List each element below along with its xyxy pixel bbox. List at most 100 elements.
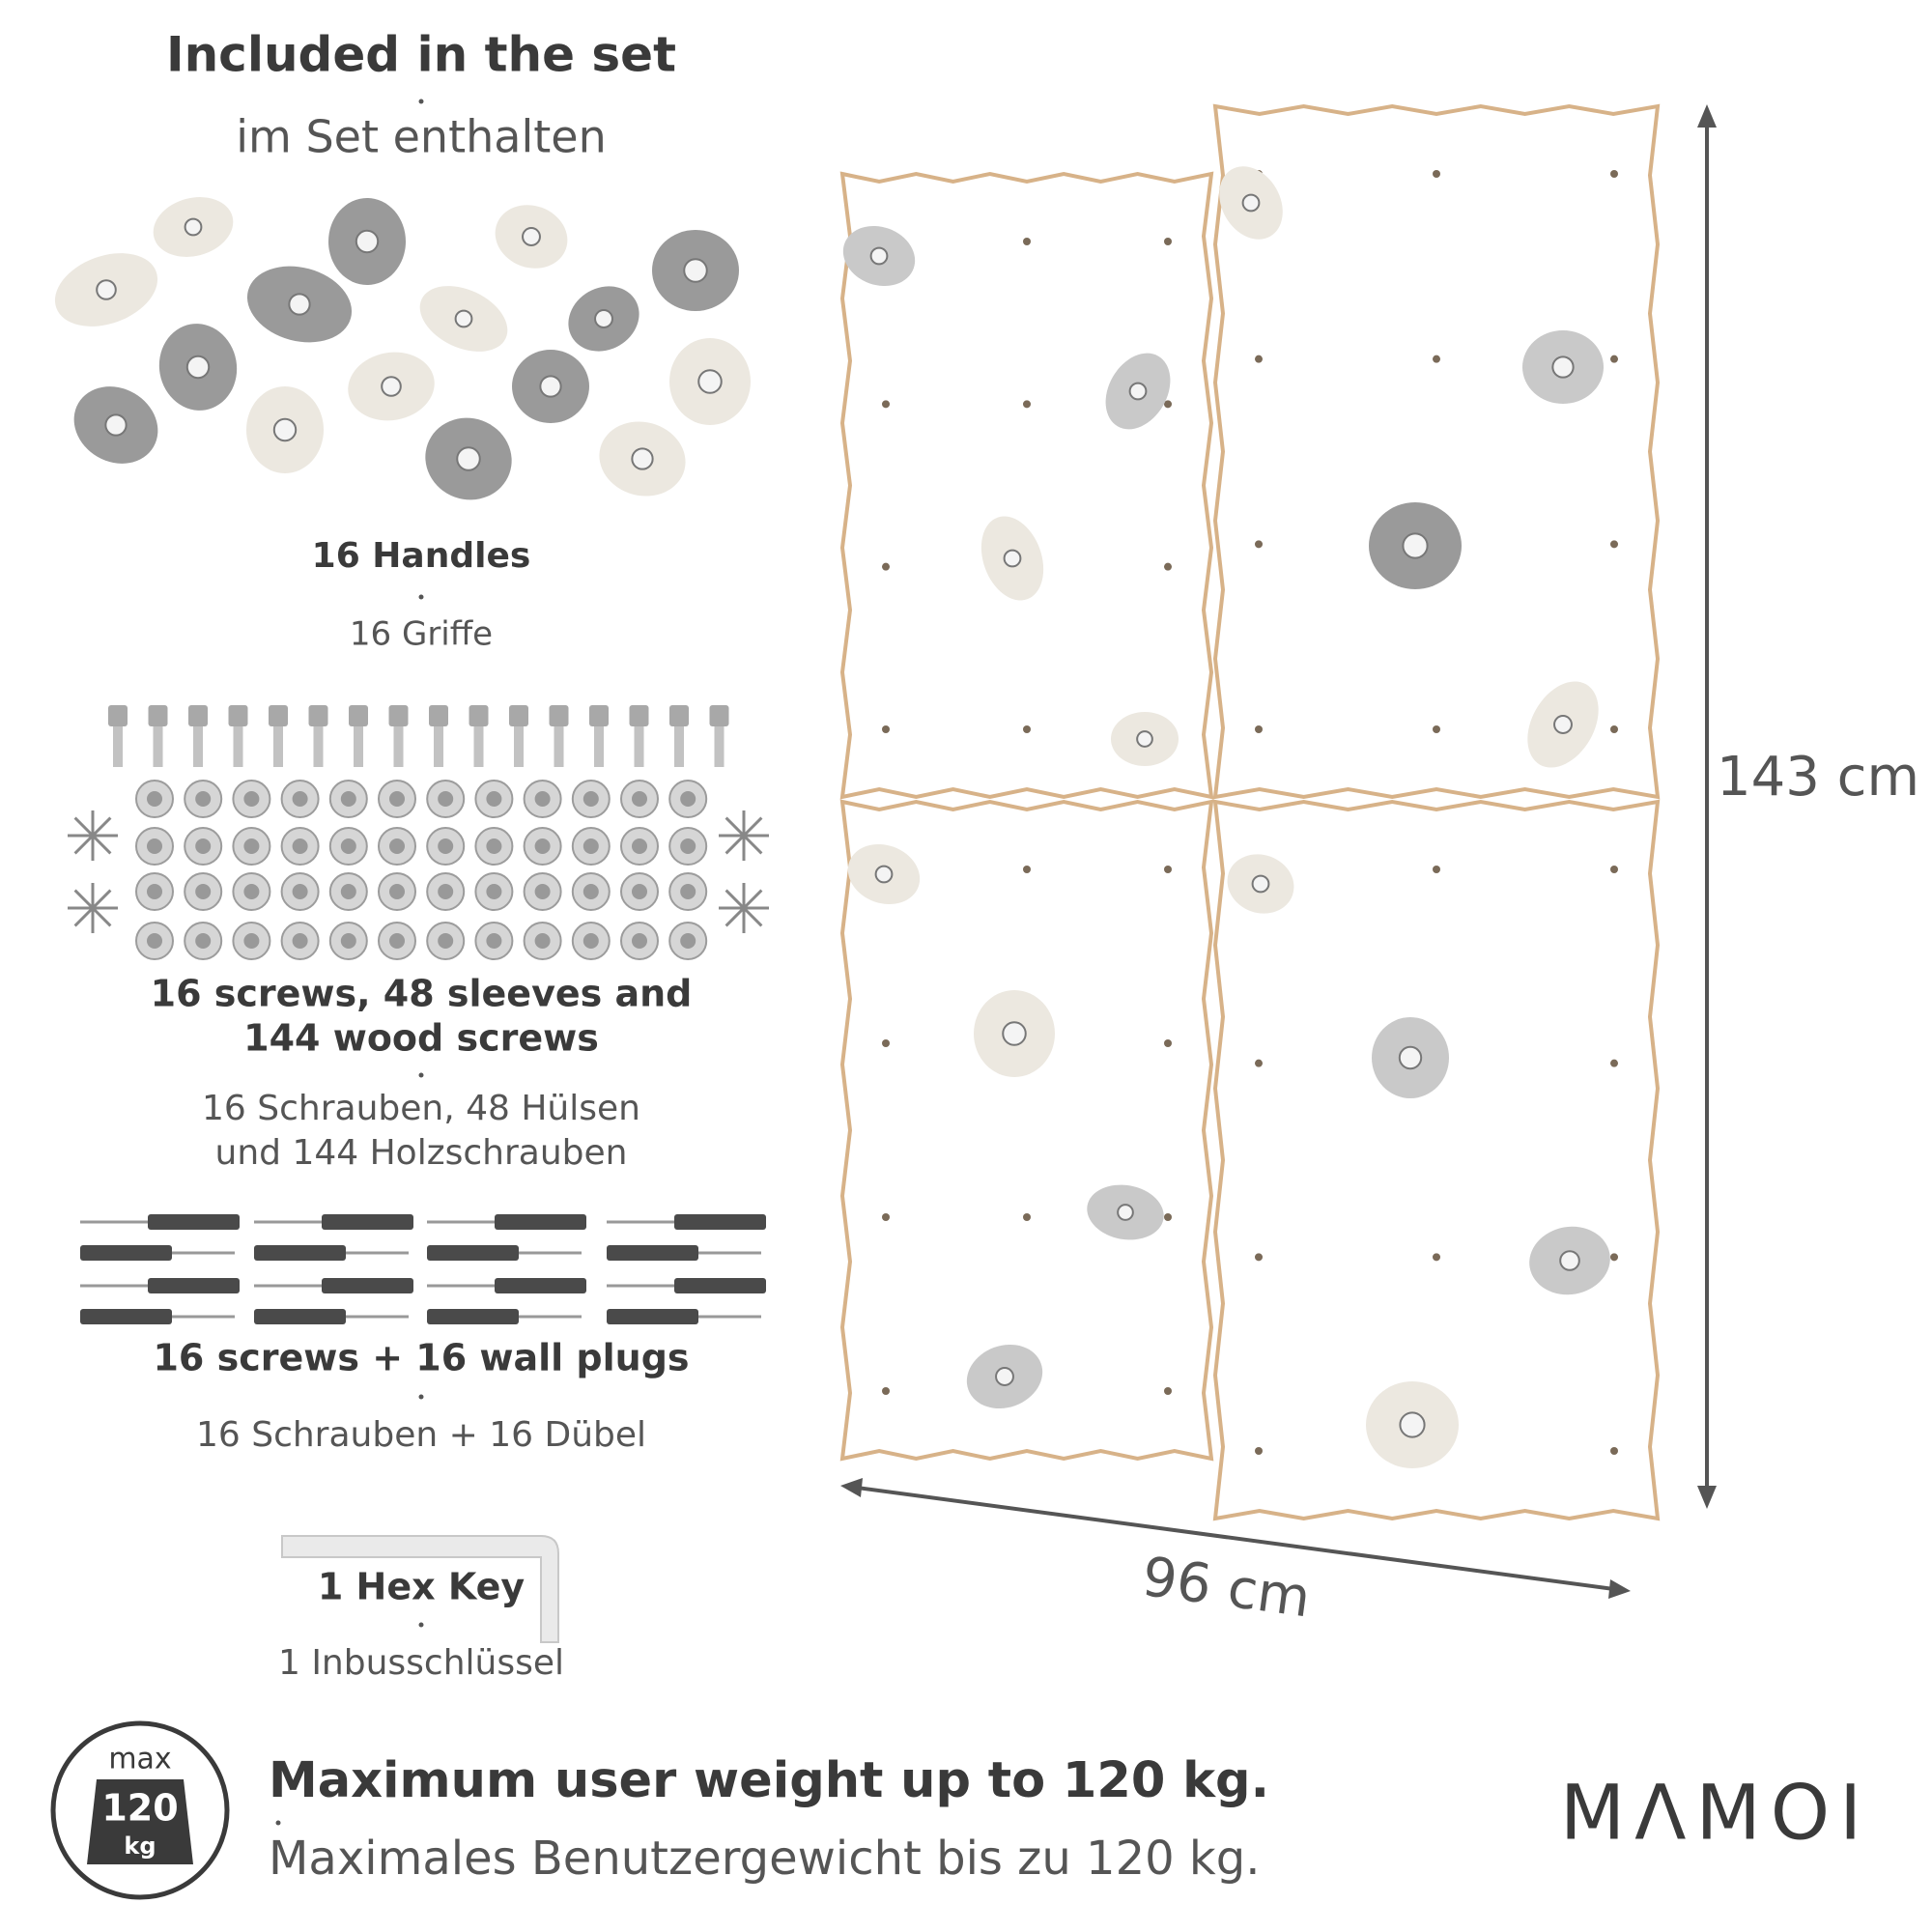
item-title: 1 Hex Key [318,1566,526,1608]
wall-panel [839,799,1214,1462]
bolt-shaft [113,726,123,767]
panel-hole [1610,1447,1618,1455]
title: Included in the set [166,27,676,83]
sleeve-hole [340,933,356,949]
item-subtitle: und 144 Holzschrauben [215,1133,628,1173]
hold-bolt [185,355,211,380]
bolt-head [429,705,448,726]
hold-bolt [104,413,128,437]
hold-bolt [1117,1204,1134,1221]
sleeve-hole [534,838,551,854]
panel-hole [1255,355,1263,363]
sleeve-hole [680,838,696,854]
dot [418,1394,424,1400]
sleeve-hole [582,791,599,807]
wall-panel [1212,799,1661,1521]
hold-bolt [184,217,203,237]
sleeve-hole [147,884,162,899]
sleeve-hole [632,884,647,899]
plug [495,1214,586,1230]
sleeve-hole [582,933,599,949]
plug [495,1278,586,1293]
panel-hole [1610,1059,1618,1067]
panel-hole [1433,170,1440,178]
hold-bolt [631,447,654,470]
wood-screw [91,889,112,910]
sleeve-hole [534,791,551,807]
plug [427,1245,519,1261]
hold-bolt [1136,730,1153,748]
hold-bolt [1553,715,1573,734]
badge-top: max [108,1743,171,1776]
hold-bolt [539,375,562,398]
panel-hole [1610,540,1618,549]
panel-hole [882,400,890,409]
wood-screw [73,906,95,927]
bolt-shaft [273,726,283,767]
bolt-head [228,705,248,726]
sleeve-hole [292,838,308,854]
bolt-head [589,705,609,726]
plug [254,1309,346,1324]
dot [418,594,424,600]
bolt-head [108,705,128,726]
arrow-head [1697,1486,1717,1509]
bolt-shaft [193,726,203,767]
sleeve-hole [292,791,308,807]
sleeve-hole [389,838,405,854]
bolt-shaft [473,726,484,767]
panel-hole [1433,725,1440,733]
bolt-head [469,705,489,726]
panel-hole [1433,355,1440,363]
sleeve-hole [680,791,696,807]
panel-hole [1164,238,1172,245]
climbing-wall [839,103,1661,1521]
dot [275,1820,281,1826]
panel-hole [1433,866,1440,873]
hold-bolt [1551,355,1575,379]
hold-bolt [456,446,481,471]
hold-bolt [1399,1411,1426,1438]
footer-title: Maximum user weight up to 120 kg. [269,1752,1269,1809]
arrow-head [840,1478,863,1497]
badge-unit: kg [124,1833,156,1860]
arrow-head [1608,1579,1631,1599]
wood-screw [742,834,763,855]
panel-hole [1610,170,1618,178]
bolt-shaft [554,726,564,767]
bolt-head [148,705,168,726]
wood-screw [73,834,95,855]
bolt-head [388,705,409,726]
hold-bolt [1251,874,1270,894]
sleeve-hole [534,933,551,949]
wood-screw [742,889,763,910]
bolt-shaft [354,726,363,767]
panel-hole [1610,355,1618,363]
panel-hole [882,725,890,733]
sleeve-hole [486,933,502,949]
sleeve-hole [340,838,356,854]
panel-hole [1433,1253,1440,1262]
subtitle: im Set enthalten [236,111,606,163]
sleeve-hole [243,838,260,854]
sleeve-hole [486,838,502,854]
item-subtitle: 16 Schrauben, 48 Hülsen [202,1089,640,1128]
sleeve-hole [340,884,356,899]
plug [80,1309,172,1324]
dot [418,99,424,104]
panel-hole [1255,1447,1263,1455]
plug [607,1309,698,1324]
panel-hole [1023,1213,1031,1221]
sleeve-hole [582,884,599,899]
hold-bolt [454,309,473,328]
wood-screw [724,889,746,910]
hold-bolt [1559,1250,1580,1271]
sleeve-hole [632,933,647,949]
bolt-head [349,705,368,726]
item-title: 16 screws + 16 wall plugs [153,1337,689,1379]
sleeve-hole [389,884,405,899]
item-subtitle: 1 Inbusschlüssel [278,1643,564,1683]
sleeve-hole [195,838,212,854]
plug [254,1245,346,1261]
